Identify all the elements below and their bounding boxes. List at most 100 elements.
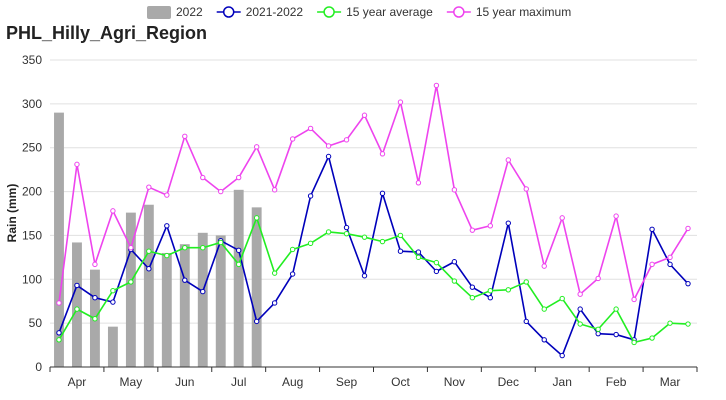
point-2021-2022-3	[92, 295, 98, 301]
point-2021-2022-17	[343, 224, 350, 231]
point-15-year-maximum-12	[253, 144, 260, 150]
x-tick-label-mar: Mar	[660, 375, 681, 389]
point-15-year-maximum-30	[577, 291, 583, 297]
bar-series-2022	[54, 112, 262, 367]
point-15-year-maximum-35	[667, 254, 673, 261]
legend-label-2022: 2022	[176, 5, 203, 19]
point-15-year-average-30	[577, 321, 583, 327]
bar-2022-1	[54, 112, 64, 367]
point-15-year-average-10	[218, 239, 224, 246]
point-2021-2022-26	[505, 220, 511, 226]
point-15-year-maximum-3	[92, 261, 98, 268]
legend-item-15-year-average[interactable]: 15 year average	[317, 5, 433, 19]
point-15-year-maximum-5	[128, 245, 134, 251]
legend-item-15-year-maximum[interactable]: 15 year maximum	[446, 5, 571, 19]
point-15-year-average-20	[397, 232, 404, 239]
point-2021-2022-18	[361, 273, 368, 279]
point-15-year-maximum-24	[469, 227, 476, 233]
x-tick-label-feb: Feb	[606, 375, 627, 389]
point-15-year-average-27	[523, 279, 529, 285]
point-2021-2022-36	[685, 280, 691, 287]
point-15-year-average-32	[613, 306, 619, 312]
bar-2022-8	[179, 244, 190, 367]
point-15-year-average-18	[361, 234, 368, 240]
point-15-year-average-9	[200, 245, 206, 251]
point-15-year-maximum-18	[361, 112, 368, 118]
point-2021-2022-34	[649, 226, 655, 232]
legend-item-2022[interactable]: 2022	[147, 5, 203, 19]
y-tick-label-0: 0	[35, 360, 42, 374]
point-15-year-average-14	[289, 246, 296, 253]
bar-2022-10	[215, 235, 226, 367]
point-2021-2022-28	[541, 337, 547, 343]
point-15-year-average-24	[469, 295, 476, 301]
point-15-year-maximum-33	[631, 296, 637, 303]
y-tick-label-100: 100	[22, 272, 42, 286]
line-2021-2022	[58, 155, 689, 357]
bar-2022-6	[143, 204, 154, 367]
point-15-year-maximum-28	[541, 263, 547, 269]
point-15-year-maximum-23	[451, 187, 458, 193]
point-15-year-average-5	[128, 279, 134, 285]
point-15-year-maximum-36	[685, 225, 691, 232]
point-2021-2022-20	[397, 248, 404, 254]
point-2021-2022-23	[451, 259, 458, 265]
point-2021-2022-12	[253, 318, 260, 325]
point-15-year-maximum-8	[182, 133, 188, 140]
line-15-year-maximum	[58, 84, 689, 304]
point-15-year-maximum-17	[343, 137, 350, 143]
point-2021-2022-16	[325, 153, 332, 160]
point-15-year-maximum-29	[559, 215, 565, 221]
point-2021-2022-31	[595, 330, 601, 337]
point-2021-2022-21	[415, 249, 422, 255]
bar-2022-12	[251, 207, 262, 367]
point-15-year-average-28	[541, 306, 547, 312]
point-15-year-average-25	[487, 287, 494, 294]
x-tick-label-dec: Dec	[498, 375, 519, 389]
bar-2022-2	[72, 242, 82, 367]
point-15-year-average-36	[685, 321, 691, 327]
point-15-year-average-13	[271, 270, 278, 276]
y-axis-label: Rain (mm)	[5, 184, 19, 243]
point-2021-2022-29	[559, 352, 565, 359]
point-2021-2022-19	[379, 190, 386, 197]
point-15-year-average-1	[56, 337, 62, 343]
y-tick-label-150: 150	[22, 228, 42, 242]
legend-label-2021-2022: 2021-2022	[246, 5, 304, 19]
x-tick-label-jun: Jun	[175, 375, 194, 389]
point-15-year-average-35	[667, 320, 673, 326]
point-2021-2022-32	[613, 331, 619, 338]
legend-swatch-marker-15-year-maximum	[453, 6, 465, 18]
point-15-year-average-29	[559, 295, 565, 302]
point-2021-2022-13	[271, 300, 278, 306]
point-2021-2022-7	[164, 223, 170, 229]
point-15-year-maximum-4	[110, 208, 116, 214]
legend-item-2021-2022[interactable]: 2021-2022	[216, 5, 304, 19]
legend-swatch-2022	[147, 6, 171, 19]
point-15-year-average-3	[92, 316, 98, 322]
point-2021-2022-27	[523, 318, 529, 325]
x-tick-label-sep: Sep	[336, 375, 358, 389]
y-tick-label-350: 350	[22, 53, 42, 67]
point-15-year-average-33	[631, 339, 637, 346]
x-tick-label-jan: Jan	[553, 375, 572, 389]
point-2021-2022-2	[74, 282, 80, 289]
point-15-year-maximum-15	[307, 125, 314, 132]
legend[interactable]: 2022 2021-2022 15 year average 15 year maxi…	[147, 5, 571, 19]
point-15-year-average-2	[74, 306, 80, 312]
y-tick-label-50: 50	[29, 316, 43, 330]
point-15-year-maximum-19	[379, 151, 386, 157]
point-15-year-maximum-2	[74, 161, 80, 168]
legend-swatch-marker-2021-2022	[222, 6, 235, 18]
point-15-year-maximum-20	[397, 99, 404, 105]
point-15-year-maximum-6	[146, 184, 152, 190]
x-tick-label-aug: Aug	[282, 375, 303, 389]
point-2021-2022-4	[110, 299, 116, 305]
point-15-year-average-23	[451, 278, 458, 284]
x-tick-label-may: May	[120, 375, 143, 389]
point-15-year-average-22	[433, 259, 440, 266]
chart-title: PHL_Hilly_Agri_Region	[6, 23, 207, 43]
point-15-year-maximum-32	[613, 213, 619, 219]
